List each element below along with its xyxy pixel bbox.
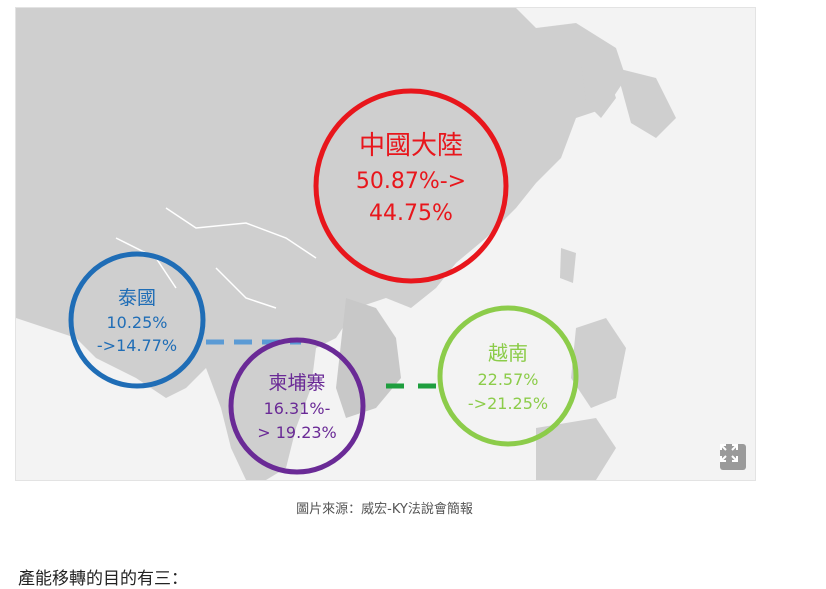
asia-map: 中國大陸 50.87%-> 44.75% 泰國 10.25% ->14.77% … (16, 8, 755, 480)
china-name: 中國大陸 (359, 131, 463, 161)
cambodia-name: 柬埔寨 (268, 372, 325, 394)
cambodia-line1: 16.31%- (264, 399, 331, 418)
thailand-name: 泰國 (118, 287, 156, 309)
region-cambodia: 柬埔寨 16.31%- > 19.23% (228, 337, 366, 475)
cambodia-line2: > 19.23% (257, 423, 337, 442)
vietnam-name: 越南 (488, 341, 528, 365)
map-figure: 中國大陸 50.87%-> 44.75% 泰國 10.25% ->14.77% … (15, 7, 756, 481)
land-japan (616, 68, 676, 138)
image-caption: 圖片來源：威宏-KY法說會簡報 (296, 502, 473, 517)
land-asia (16, 8, 626, 480)
land-philippines (571, 318, 626, 408)
vietnam-line2: ->21.25% (468, 394, 548, 413)
region-vietnam: 越南 22.57% ->21.25% (437, 305, 579, 447)
thailand-line2: ->14.77% (97, 336, 177, 355)
land-vietnam-coast (336, 298, 401, 418)
land-borneo (536, 418, 616, 480)
region-thailand: 泰國 10.25% ->14.77% (68, 251, 206, 389)
thailand-line1: 10.25% (106, 313, 167, 332)
region-china: 中國大陸 50.87%-> 44.75% (313, 88, 509, 284)
china-line1: 50.87%-> (356, 169, 466, 194)
land-taiwan (560, 248, 576, 283)
paragraph-text: 產能移轉的目的有三： (18, 569, 188, 589)
vietnam-line1: 22.57% (477, 370, 538, 389)
expand-icon[interactable] (720, 444, 746, 470)
land-korea (581, 63, 616, 118)
expand-glyph (720, 444, 738, 462)
china-line2: 44.75% (369, 201, 453, 226)
